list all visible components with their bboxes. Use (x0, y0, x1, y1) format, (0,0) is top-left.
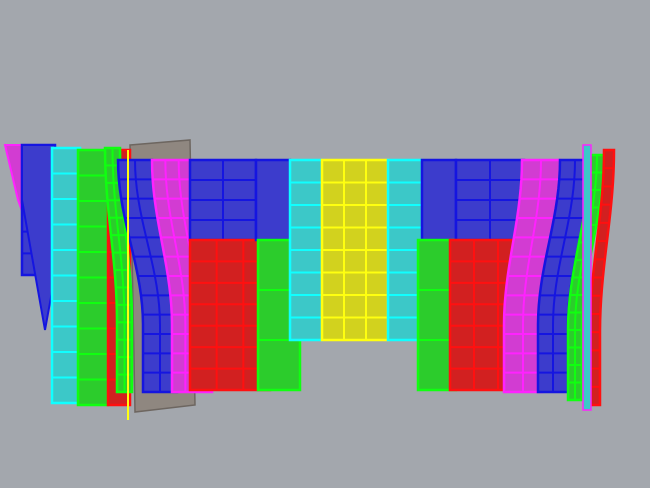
right-edge-strip (582, 144, 592, 411)
left-wall-blue-wedge (21, 144, 56, 331)
facade-red-lower-1 (188, 238, 272, 392)
facade-blue-upper-2 (254, 158, 292, 242)
facade-blue-upper-3 (420, 158, 458, 242)
